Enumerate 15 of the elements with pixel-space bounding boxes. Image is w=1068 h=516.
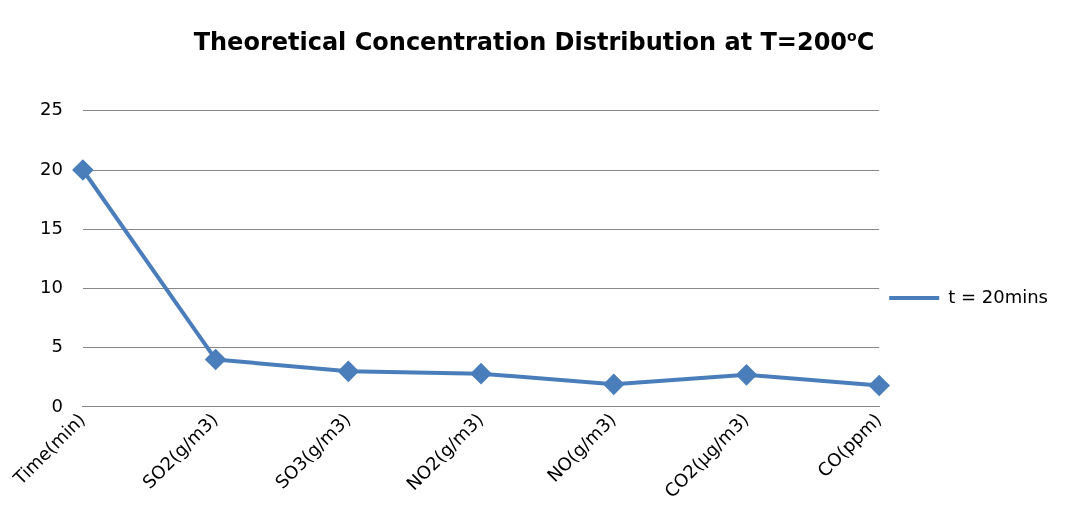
y-tick-label: 0	[51, 394, 63, 416]
legend-label: t = 20mins	[948, 285, 1048, 307]
point	[471, 363, 492, 384]
point	[736, 364, 757, 385]
point	[72, 160, 93, 181]
point	[205, 349, 226, 370]
chart-title: Theoretical Concentration Distribution at T=200$^{o}$C	[192, 28, 876, 56]
y-tick-label: 25	[40, 98, 63, 120]
point	[338, 361, 359, 382]
y-tick-label: 20	[40, 157, 63, 179]
y-tick-label: 5	[51, 335, 63, 357]
point	[869, 375, 890, 396]
point	[603, 374, 624, 395]
y-tick-label: 10	[40, 276, 63, 298]
y-tick-label: 15	[40, 216, 63, 238]
